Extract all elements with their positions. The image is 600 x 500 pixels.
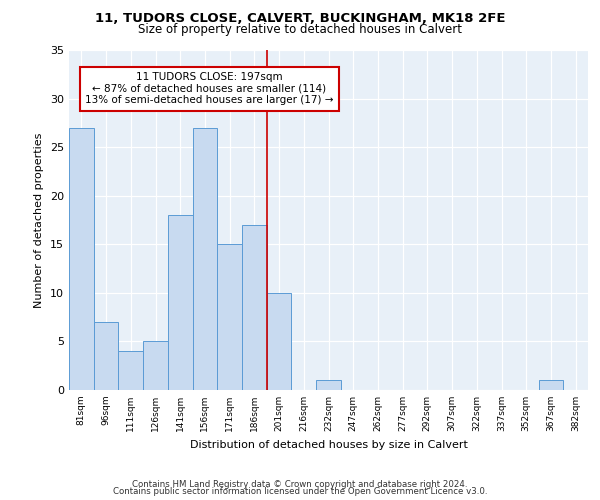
Bar xyxy=(267,293,292,390)
Bar xyxy=(69,128,94,390)
Text: Contains HM Land Registry data © Crown copyright and database right 2024.: Contains HM Land Registry data © Crown c… xyxy=(132,480,468,489)
X-axis label: Distribution of detached houses by size in Calvert: Distribution of detached houses by size … xyxy=(190,440,467,450)
Bar xyxy=(316,380,341,390)
Bar xyxy=(168,215,193,390)
Bar xyxy=(217,244,242,390)
Text: Size of property relative to detached houses in Calvert: Size of property relative to detached ho… xyxy=(138,22,462,36)
Bar xyxy=(94,322,118,390)
Bar xyxy=(193,128,217,390)
Text: 11 TUDORS CLOSE: 197sqm
← 87% of detached houses are smaller (114)
13% of semi-d: 11 TUDORS CLOSE: 197sqm ← 87% of detache… xyxy=(85,72,334,106)
Y-axis label: Number of detached properties: Number of detached properties xyxy=(34,132,44,308)
Bar xyxy=(242,225,267,390)
Bar xyxy=(539,380,563,390)
Bar xyxy=(143,342,168,390)
Text: Contains public sector information licensed under the Open Government Licence v3: Contains public sector information licen… xyxy=(113,488,487,496)
Bar xyxy=(118,351,143,390)
Text: 11, TUDORS CLOSE, CALVERT, BUCKINGHAM, MK18 2FE: 11, TUDORS CLOSE, CALVERT, BUCKINGHAM, M… xyxy=(95,12,505,26)
